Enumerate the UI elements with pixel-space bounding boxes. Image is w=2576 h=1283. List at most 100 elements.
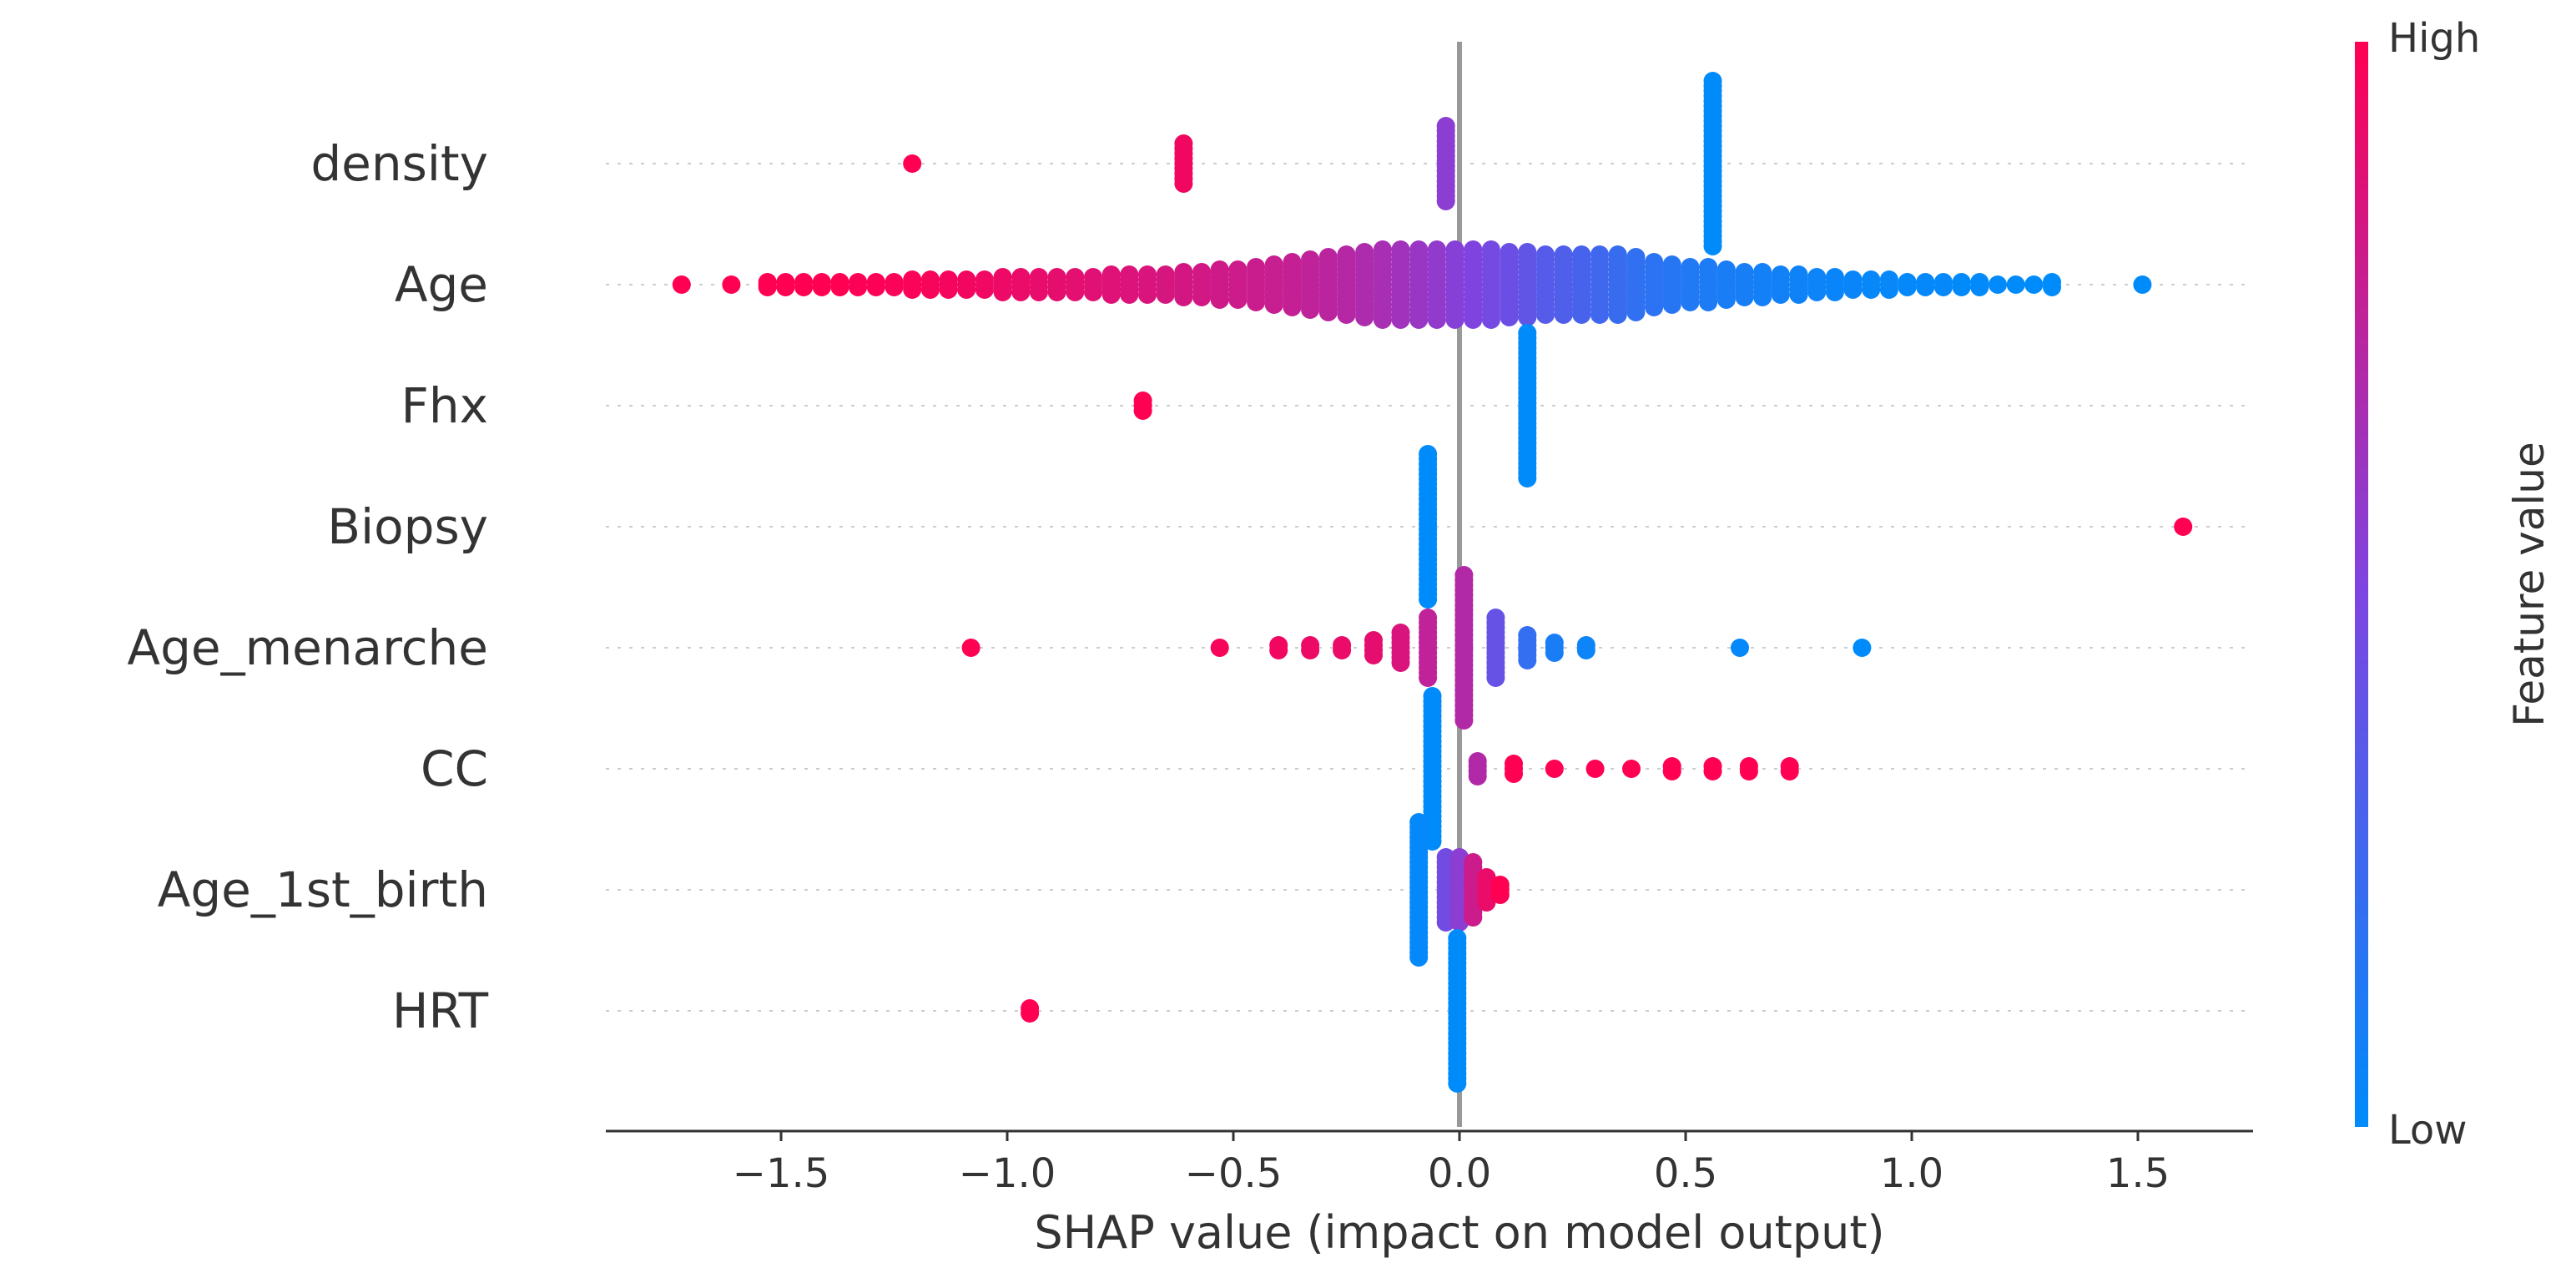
shap-point bbox=[1843, 280, 1863, 299]
feature-labels: density Age Fhx Biopsy Age_menarche CC Age_1st… bbox=[127, 135, 488, 1039]
shap-point bbox=[1933, 278, 1953, 296]
shap-point bbox=[1753, 288, 1772, 306]
shap-point bbox=[1916, 278, 1935, 296]
x-tick-label: 0.5 bbox=[1654, 1150, 1717, 1197]
shap-point bbox=[1448, 1074, 1467, 1093]
shap-point bbox=[1174, 174, 1193, 193]
shap-point bbox=[1391, 654, 1410, 672]
shap-point bbox=[1952, 278, 1971, 296]
shap-point bbox=[1699, 293, 1718, 311]
shap-point bbox=[1355, 308, 1374, 326]
shap-point bbox=[1608, 306, 1627, 324]
shap-point bbox=[1518, 308, 1537, 326]
feature-label: Age bbox=[395, 256, 488, 313]
colorbar: High Low Feature value bbox=[2355, 15, 2553, 1154]
shap-point bbox=[1133, 402, 1152, 420]
shap-point bbox=[1490, 886, 1510, 904]
colorbar-title: Feature value bbox=[2505, 442, 2553, 726]
shap-point bbox=[1662, 295, 1681, 314]
shap-point bbox=[1138, 285, 1157, 304]
shap-point bbox=[1970, 278, 1989, 296]
shap-point bbox=[1066, 283, 1085, 301]
shap-point bbox=[2043, 278, 2061, 296]
shap-point bbox=[1879, 280, 1898, 299]
shap-point bbox=[2024, 275, 2044, 294]
shap-point bbox=[1481, 311, 1500, 329]
shap-point bbox=[672, 275, 691, 294]
x-axis-ticks: −1.5 −1.0 −0.5 0.0 0.5 1.0 1.5 bbox=[733, 1131, 2170, 1197]
feature-label: Biopsy bbox=[327, 498, 488, 555]
shap-point bbox=[1192, 288, 1212, 306]
colorbar-low-label: Low bbox=[2388, 1107, 2468, 1154]
shap-point bbox=[1101, 285, 1121, 304]
shap-point bbox=[1703, 762, 1722, 780]
shap-point bbox=[1021, 1004, 1040, 1023]
shap-point bbox=[1409, 948, 1429, 967]
shap-point bbox=[1427, 311, 1446, 329]
shap-point bbox=[1771, 285, 1790, 304]
shap-point bbox=[1301, 301, 1320, 319]
shap-point bbox=[1247, 293, 1266, 311]
shap-point bbox=[794, 278, 814, 296]
feature-label: Age_menarche bbox=[127, 619, 488, 676]
shap-point bbox=[1590, 306, 1609, 324]
shap-point bbox=[1505, 765, 1523, 783]
feature-label: Age_1st_birth bbox=[158, 861, 488, 918]
shap-point bbox=[1681, 293, 1700, 311]
shap-point bbox=[1825, 283, 1844, 301]
x-tick-label: 1.0 bbox=[1880, 1150, 1943, 1197]
shap-point bbox=[1210, 290, 1229, 309]
shap-point bbox=[1645, 298, 1664, 316]
shap-point bbox=[1780, 762, 1799, 780]
shap-point bbox=[1409, 311, 1429, 329]
x-tick-label: −0.5 bbox=[1185, 1150, 1283, 1197]
shap-point bbox=[1716, 290, 1736, 309]
x-axis-label: SHAP value (impact on model output) bbox=[1034, 1206, 1884, 1259]
shap-point bbox=[1156, 285, 1175, 304]
shap-point bbox=[1853, 639, 1872, 657]
shap-point bbox=[1337, 306, 1356, 324]
shap-point bbox=[1898, 278, 1917, 296]
shap-point bbox=[1436, 192, 1455, 210]
shap-point bbox=[961, 639, 980, 657]
shap-point bbox=[1301, 641, 1320, 659]
shap-point bbox=[1731, 639, 1749, 657]
shap-point bbox=[1545, 760, 1564, 778]
shap-point bbox=[1554, 306, 1573, 324]
shap-point bbox=[830, 278, 849, 296]
shap-point bbox=[1210, 639, 1229, 657]
feature-label: density bbox=[310, 135, 488, 192]
shap-point bbox=[1477, 893, 1496, 912]
shap-point bbox=[1862, 280, 1881, 299]
colorbar-high-label: High bbox=[2388, 15, 2480, 62]
shap-point bbox=[1373, 311, 1392, 329]
feature-label: CC bbox=[421, 740, 488, 797]
x-tick-label: −1.5 bbox=[733, 1150, 830, 1197]
shap-point bbox=[1391, 311, 1410, 329]
shap-point bbox=[939, 280, 958, 299]
shap-points bbox=[672, 72, 2193, 1093]
shap-point bbox=[1735, 288, 1754, 306]
x-tick-label: 0.0 bbox=[1428, 1150, 1491, 1197]
shap-point bbox=[1518, 469, 1537, 487]
shap-point bbox=[1228, 290, 1248, 309]
shap-point bbox=[2174, 518, 2193, 536]
shap-point bbox=[1789, 285, 1808, 304]
shap-point bbox=[1536, 306, 1555, 324]
shap-point bbox=[1464, 908, 1483, 927]
shap-point bbox=[1989, 275, 2007, 294]
shap-point bbox=[975, 280, 994, 299]
shap-point bbox=[1486, 669, 1505, 687]
shap-point bbox=[1084, 283, 1102, 301]
shap-point bbox=[903, 154, 922, 173]
shap-point bbox=[903, 280, 922, 299]
shap-point bbox=[1283, 298, 1302, 316]
shap-point bbox=[1518, 651, 1537, 669]
shap-point bbox=[866, 278, 885, 296]
shap-point bbox=[1029, 283, 1048, 301]
shap-point bbox=[1585, 760, 1605, 778]
shap-point bbox=[776, 278, 795, 296]
shap-point bbox=[1500, 308, 1519, 326]
shap-point bbox=[849, 278, 868, 296]
feature-label: Fhx bbox=[401, 377, 488, 434]
